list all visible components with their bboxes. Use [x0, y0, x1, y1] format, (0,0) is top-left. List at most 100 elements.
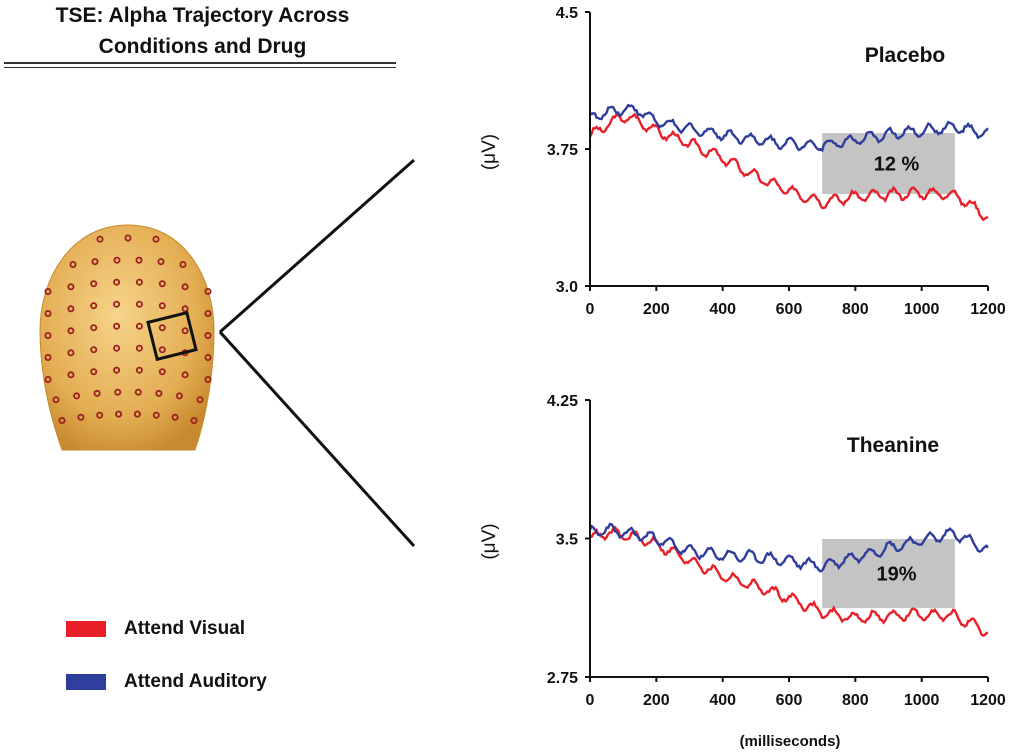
electrode-dot: [44, 331, 52, 339]
x-tick-label: 800: [842, 692, 869, 709]
theanine-chart: 19% 2.75 3.5 4.25 0 200 400 600 800 1000 1200 (μV) T…: [479, 393, 1006, 750]
electrode-dot: [179, 260, 187, 268]
electrode-dot: [91, 258, 99, 266]
difference-percentage-label: 19%: [876, 564, 916, 586]
electrode-dot: [158, 302, 166, 310]
electrode-dot: [90, 324, 98, 332]
electrode-dot: [204, 353, 212, 361]
electrode-dot: [135, 256, 143, 264]
electrode-dot: [113, 300, 121, 308]
x-tick-label: 1000: [904, 692, 940, 709]
y-tick-label: 3.5: [556, 532, 578, 549]
legend-item-auditory: Attend Auditory: [66, 670, 267, 694]
electrode-dot: [93, 389, 101, 397]
x-tick-label: 400: [709, 692, 736, 709]
electrode-dot: [204, 331, 212, 339]
electrode-dot: [190, 416, 198, 424]
electrode-dot: [96, 411, 104, 419]
electrode-dot: [90, 368, 98, 376]
y-tick-label: 3.75: [547, 142, 578, 159]
legend-swatch-visual: [66, 621, 106, 637]
y-tick-label: 4.5: [556, 5, 578, 22]
title-line-1: TSE: Alpha Trajectory Across: [55, 4, 350, 27]
electrode-dot: [114, 388, 122, 396]
x-tick-label: 200: [643, 692, 670, 709]
chart-title: Theanine: [847, 434, 939, 457]
electrode-grid: [44, 234, 212, 424]
electrode-dot: [204, 375, 212, 383]
electrode-dot: [44, 353, 52, 361]
series-line-attend-visual: [588, 112, 989, 222]
electrode-dot: [113, 344, 121, 352]
x-tick-label: 1200: [970, 692, 1006, 709]
x-tick-label: 1000: [904, 301, 940, 318]
title-line-2: Conditions and Drug: [98, 35, 307, 58]
connector-line-upper: [219, 158, 415, 334]
x-tick-label: 0: [586, 301, 595, 318]
electrode-dot: [135, 300, 143, 308]
electrode-dot: [158, 368, 166, 376]
legend-swatch-auditory: [66, 674, 106, 690]
electrode-dot: [135, 344, 143, 352]
electrode-dot: [157, 258, 165, 266]
electrode-dot: [67, 349, 75, 357]
electrode-dot: [77, 413, 85, 421]
electrode-dot: [90, 346, 98, 354]
electrode-dot: [158, 324, 166, 332]
electrode-dot: [44, 375, 52, 383]
electrode-dot: [96, 235, 104, 243]
x-tick-label: 1200: [970, 301, 1006, 318]
x-axis-label: (milliseconds): [740, 733, 841, 750]
shaded-difference-region: [822, 538, 955, 609]
y-tick-label: 2.75: [547, 670, 578, 687]
electrode-dot: [171, 413, 179, 421]
series-line-attend-auditory: [588, 522, 989, 573]
electrode-dot: [58, 416, 66, 424]
y-axis-label: (μV): [479, 523, 500, 559]
electrode-dot: [181, 305, 189, 313]
y-tick-label: 3.0: [556, 279, 578, 296]
electrode-dot: [135, 322, 143, 330]
x-tick-label: 600: [776, 301, 803, 318]
electrode-dot: [90, 280, 98, 288]
electrode-dot: [155, 389, 163, 397]
electrode-dot: [44, 287, 52, 295]
x-tick-label: 600: [776, 692, 803, 709]
electrode-dot: [175, 392, 183, 400]
series-line-attend-auditory: [589, 103, 989, 153]
electrode-dot: [181, 327, 189, 335]
electrode-dot: [158, 346, 166, 354]
electrode-dot: [69, 260, 77, 268]
electrode-dot: [181, 283, 189, 291]
electrode-dot: [152, 411, 160, 419]
electrode-dot: [152, 235, 160, 243]
electrode-dot: [158, 280, 166, 288]
placebo-chart: 12 % 3.0 3.75 4.5 0 200 400 600 800 1000 1200 (μV) P…: [479, 5, 1006, 318]
electrode-dot: [67, 283, 75, 291]
electrode-dot: [67, 327, 75, 335]
electrode-dot: [90, 302, 98, 310]
electrode-dot: [196, 396, 204, 404]
connector-line-lower: [218, 330, 416, 548]
electrode-dot: [113, 256, 121, 264]
x-tick-label: 800: [842, 301, 869, 318]
chart-title: Placebo: [865, 44, 946, 67]
y-axis-label: (μV): [479, 134, 500, 170]
electrode-dot: [133, 410, 141, 418]
electrode-dot: [73, 392, 81, 400]
x-tick-label: 0: [586, 692, 595, 709]
eeg-electrode-head-icon: [39, 224, 215, 451]
legend-label-auditory: Attend Auditory: [124, 671, 267, 692]
electrode-dot: [134, 388, 142, 396]
electrode-dot: [135, 278, 143, 286]
electrode-dot: [113, 322, 121, 330]
electrode-dot: [115, 410, 123, 418]
electrode-dot: [204, 309, 212, 317]
electrode-dot: [113, 366, 121, 374]
head-shape: [39, 224, 215, 451]
electrode-dot: [52, 396, 60, 404]
figure-title: TSE: Alpha Trajectory Across Conditions …: [0, 0, 405, 62]
electrode-dot: [113, 278, 121, 286]
legend-label-visual: Attend Visual: [124, 618, 246, 639]
